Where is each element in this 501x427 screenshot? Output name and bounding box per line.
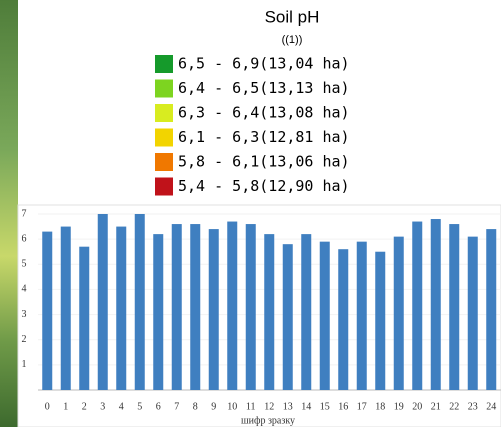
screen: Soil pH ((1)) 6,5 - 6,9(13,04 ha) 6,4 - 6… [0, 0, 501, 427]
bar [172, 224, 182, 390]
y-tick-label: 7 [22, 208, 27, 219]
x-tick-label: 10 [227, 401, 237, 412]
x-tick-label: 13 [283, 401, 293, 412]
x-tick-label: 1 [63, 401, 68, 412]
x-axis-title: шифр зразку [241, 415, 295, 426]
x-tick-label: 6 [156, 401, 161, 412]
legend-swatch [155, 104, 173, 122]
bar [320, 242, 330, 390]
legend-swatch [155, 153, 173, 171]
bar [412, 222, 422, 390]
x-tick-label: 16 [338, 401, 348, 412]
chart-panel [18, 205, 501, 427]
legend-swatch [155, 178, 173, 196]
bar [153, 234, 163, 390]
legend-swatch [155, 80, 173, 98]
bar [283, 244, 293, 390]
x-tick-label: 2 [82, 401, 87, 412]
bar [79, 247, 89, 390]
bar [357, 242, 367, 390]
bar [209, 229, 219, 390]
x-tick-label: 22 [449, 401, 459, 412]
legend-title: Soil pH [265, 7, 320, 26]
x-tick-label: 14 [301, 401, 311, 412]
y-tick-label: 3 [22, 309, 27, 320]
legend-swatch [155, 129, 173, 147]
bar [264, 234, 274, 390]
legend: 6,5 - 6,9(13,04 ha) 6,4 - 6,5(13,13 ha) 6,… [155, 55, 350, 196]
y-tick-label: 5 [22, 259, 27, 270]
bar [190, 224, 200, 390]
bar [394, 237, 404, 390]
x-tick-label: 9 [211, 401, 216, 412]
legend-label: 5,4 - 5,8(12,90 ha) [178, 177, 350, 195]
legend-label: 6,3 - 6,4(13,08 ha) [178, 104, 350, 122]
bar [338, 249, 348, 390]
bar [431, 219, 441, 390]
x-tick-label: 20 [412, 401, 422, 412]
bar [301, 234, 311, 390]
map-strip [0, 0, 18, 427]
legend-subtitle: ((1)) [282, 34, 303, 46]
x-tick-label: 3 [100, 401, 105, 412]
x-tick-label: 18 [375, 401, 385, 412]
y-tick-label: 6 [22, 233, 27, 244]
bar [98, 214, 108, 390]
x-tick-label: 7 [174, 401, 179, 412]
x-tick-label: 11 [246, 401, 256, 412]
y-tick-label: 1 [22, 359, 27, 370]
bar [246, 224, 256, 390]
x-tick-label: 24 [486, 401, 496, 412]
x-tick-label: 5 [137, 401, 142, 412]
x-tick-label: 21 [431, 401, 441, 412]
x-tick-label: 4 [119, 401, 124, 412]
bar [227, 222, 237, 390]
x-tick-label: 0 [45, 401, 50, 412]
bar [468, 237, 478, 390]
x-tick-label: 8 [193, 401, 198, 412]
legend-label: 5,8 - 6,1(13,06 ha) [178, 153, 350, 171]
legend-swatch [155, 55, 173, 73]
bar [42, 232, 52, 390]
bar [486, 229, 496, 390]
legend-label: 6,1 - 6,3(12,81 ha) [178, 128, 350, 146]
x-tick-label: 12 [264, 401, 274, 412]
y-tick-label: 2 [22, 334, 27, 345]
bar [449, 224, 459, 390]
x-tick-label: 19 [394, 401, 404, 412]
bar [61, 227, 71, 390]
bar [116, 227, 126, 390]
bar [135, 214, 145, 390]
y-tick-label: 4 [22, 284, 27, 295]
x-tick-label: 23 [468, 401, 478, 412]
bar [375, 252, 385, 390]
legend-label: 6,4 - 6,5(13,13 ha) [178, 79, 350, 97]
legend-label: 6,5 - 6,9(13,04 ha) [178, 55, 350, 73]
x-tick-label: 15 [320, 401, 330, 412]
x-tick-label: 17 [357, 401, 367, 412]
